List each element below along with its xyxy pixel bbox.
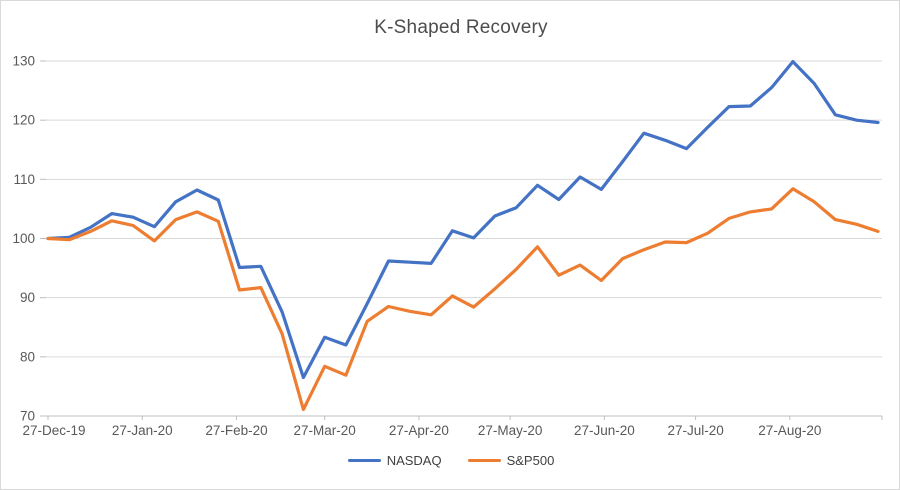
x-axis-label-0: 27-Dec-19 [22,423,85,438]
y-axis-label-110: 110 [13,172,35,187]
x-axis-label-8: 27-Aug-20 [758,423,821,438]
x-axis-label-1: 27-Jan-20 [112,423,173,438]
nasdaq-line [46,59,880,380]
y-axis-label-100: 100 [12,231,35,246]
x-axis-label-4: 27-Apr-20 [389,423,449,438]
legend-label-sp500: S&P500 [506,453,555,468]
y-axis-label-70: 70 [20,409,35,424]
y-axis-label-90: 90 [20,290,35,305]
x-axis-label-6: 27-Jun-20 [574,423,635,438]
x-axis-label-5: 27-May-20 [478,423,543,438]
y-axis-label-130: 130 [12,54,35,69]
y-axis-label-80: 80 [20,349,35,364]
y-axis-label-120: 120 [12,113,35,128]
chart-legend: NASDAQ S&P500 [1,453,899,468]
nasdaq-line-swatch-icon [347,458,381,463]
x-axis-label-3: 27-Mar-20 [294,423,356,438]
x-axis-label-2: 27-Feb-20 [205,423,267,438]
chart-title: K-Shaped Recovery [374,17,548,38]
sp500-line [46,187,880,412]
x-axis-label-7: 27-Jul-20 [667,423,723,438]
legend-item-nasdaq: NASDAQ [347,453,442,468]
legend-item-sp500: S&P500 [467,453,555,468]
legend-label-nasdaq: NASDAQ [386,453,442,468]
sp500-line-swatch-icon [467,458,501,463]
